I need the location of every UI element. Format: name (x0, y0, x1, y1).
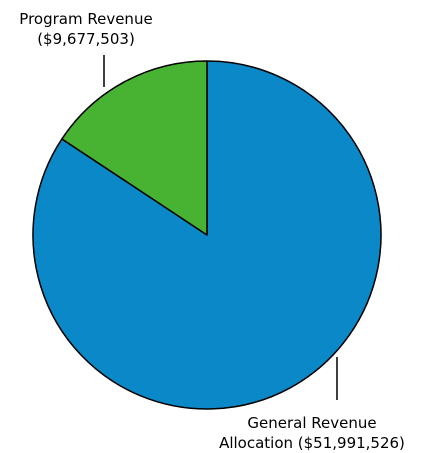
pie-slice-1 (61, 60, 208, 236)
slice-label-1-line-1: ($9,677,503) (37, 30, 135, 48)
slice-label-0: General Revenue Allocation ($51,991,526) (219, 414, 405, 452)
slice-label-1-line-0: Program Revenue (19, 10, 152, 28)
slice-label-0-line-1: Allocation ($51,991,526) (219, 434, 405, 452)
slice-label-0-line-0: General Revenue (247, 414, 376, 432)
slice-label-1: Program Revenue ($9,677,503) (19, 10, 152, 48)
